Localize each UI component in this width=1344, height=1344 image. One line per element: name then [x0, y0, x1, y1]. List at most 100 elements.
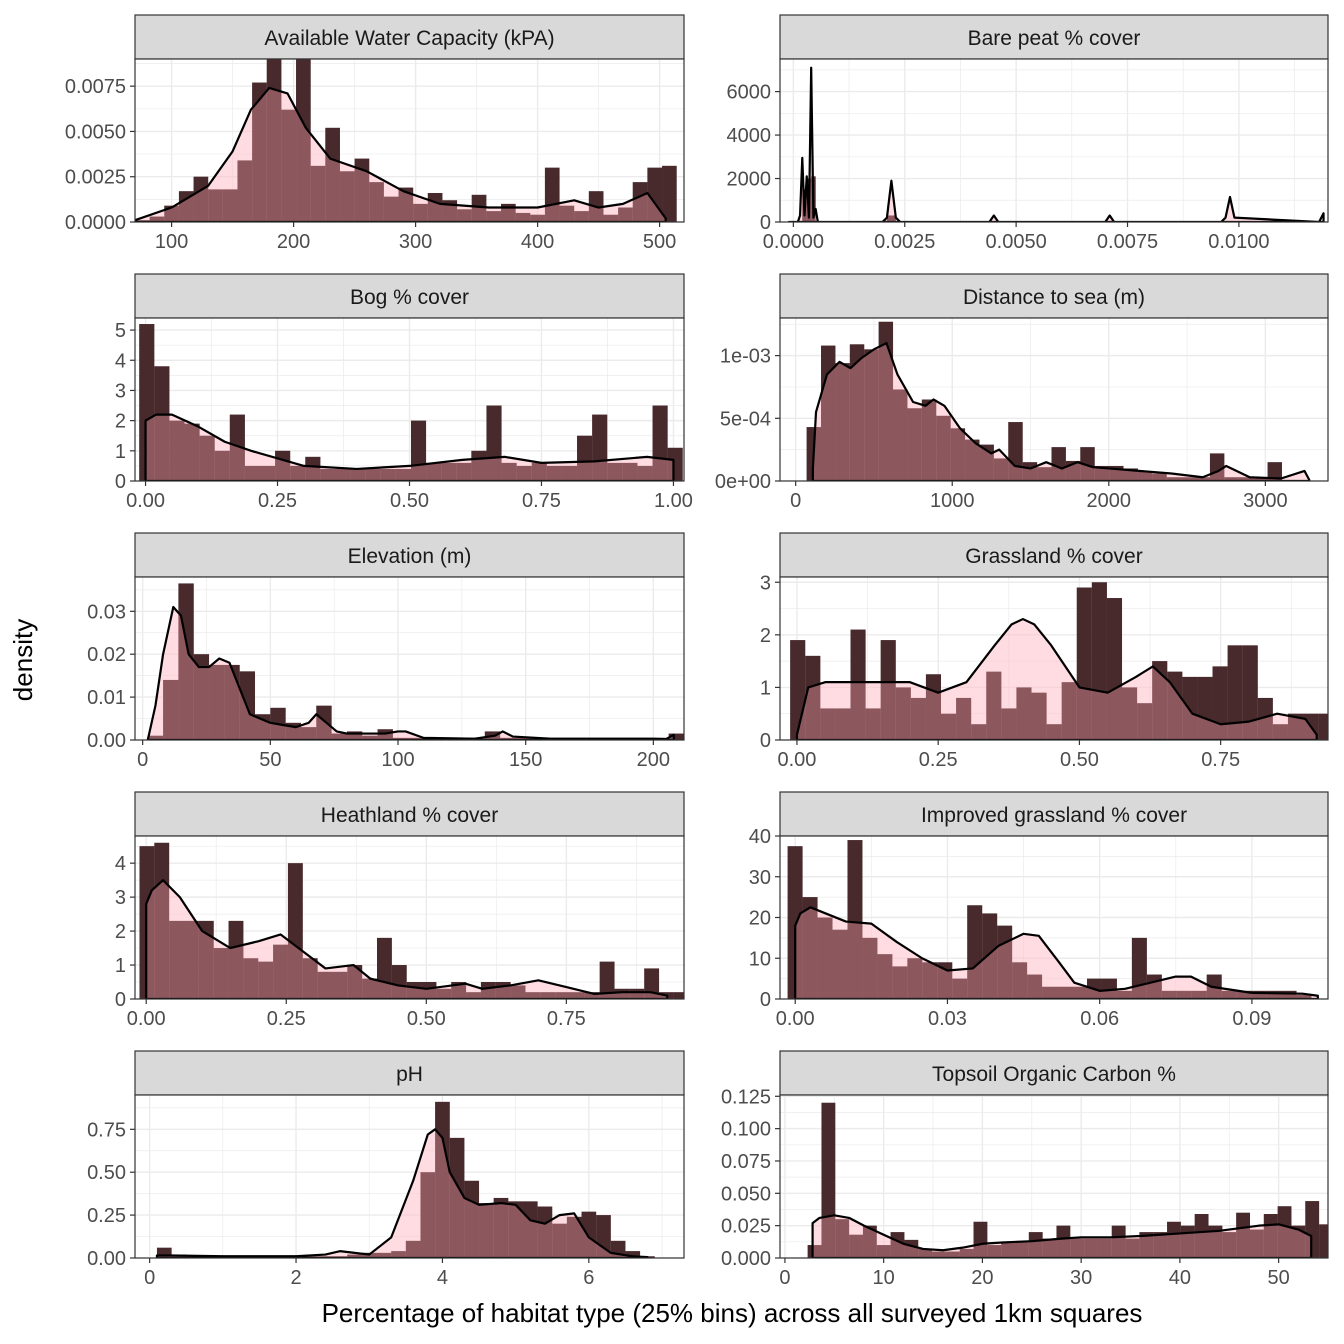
density-curve: [787, 66, 1325, 222]
histogram-bar: [1319, 1224, 1328, 1258]
histogram-bar: [599, 961, 615, 999]
y-tick-label: 0.0050: [65, 121, 126, 143]
y-tick-label: 30: [749, 867, 771, 889]
histogram-bar-overlay: [391, 965, 407, 999]
density-curve: [794, 906, 1319, 999]
x-tick-label: 3000: [1243, 490, 1288, 512]
x-tick-label: 30: [1070, 1267, 1092, 1289]
histogram-bar-overlay: [1296, 994, 1312, 999]
facet-panel: Available Water Capacity (kPA) 100 200 300 4…: [65, 14, 685, 253]
histogram-bar-overlay: [178, 583, 194, 740]
facet-title: Bog % cover: [350, 286, 469, 309]
y-tick-label: 3: [760, 572, 771, 594]
histogram-bar-overlay: [1139, 1232, 1154, 1258]
histogram-bar-overlay: [1137, 703, 1153, 740]
histogram-bar-overlay: [986, 671, 1002, 740]
histogram-bar-overlay: [877, 954, 893, 999]
histogram-bar-overlay: [339, 171, 355, 222]
density-area: [812, 343, 1310, 481]
x-tick-label: 0: [790, 490, 801, 512]
histogram-bar-overlay: [300, 727, 317, 740]
panel-border: [134, 1094, 685, 1259]
x-tick-label: 0.50: [1060, 749, 1099, 771]
histogram-bar-overlay: [1031, 692, 1047, 740]
histogram-bar-overlay: [214, 450, 230, 481]
density-area: [156, 1129, 648, 1258]
histogram-bar-overlay: [596, 1215, 611, 1258]
histogram-bar-overlay: [413, 203, 428, 222]
histogram-bar-overlay: [198, 920, 214, 999]
density-area: [145, 414, 674, 481]
panel-border: [134, 58, 685, 223]
histogram-bar: [1318, 713, 1328, 740]
histogram-bar-overlay: [184, 920, 199, 999]
panel-border: [779, 317, 1329, 482]
histogram-bar-overlay: [208, 189, 223, 222]
histogram-bar-overlay: [471, 450, 487, 481]
x-tick-label: 0: [144, 1267, 155, 1289]
histogram-bar-overlay: [1236, 1212, 1250, 1258]
histogram-bar-overlay: [1212, 666, 1228, 740]
histogram-bar-overlay: [1180, 1225, 1195, 1258]
histogram-bar-overlay: [876, 1245, 891, 1258]
histogram-bar-overlay: [1319, 1224, 1328, 1258]
histogram-bar-overlay: [501, 462, 517, 481]
histogram-bar-overlay: [410, 420, 427, 481]
facet-title: Bare peat % cover: [968, 27, 1141, 50]
histogram-bar-overlay: [193, 176, 209, 222]
density-layer: [787, 66, 1325, 222]
y-tick-label: 0.0025: [65, 167, 126, 189]
histogram-bar-overlay: [530, 214, 545, 222]
histogram-bar-overlay: [1057, 986, 1073, 999]
histogram-bar-overlay: [1167, 1221, 1181, 1258]
histogram-bar-overlay: [537, 1206, 553, 1258]
y-tick-label: 0.075: [721, 1151, 771, 1173]
histogram-bar-overlay: [1277, 1206, 1292, 1258]
histogram-bar-overlay: [1194, 1214, 1209, 1258]
histogram-bar-overlay: [821, 345, 836, 481]
histogram-bar-overlay: [486, 405, 502, 481]
histogram-bar-overlay: [997, 925, 1013, 999]
panel-background: [780, 59, 1328, 222]
histogram-bar-overlay: [1209, 453, 1225, 481]
y-tick-label: 5: [115, 320, 126, 342]
histogram-bar-overlay: [510, 985, 526, 999]
density-area: [135, 87, 666, 222]
x-tick-label: 0.00: [776, 1008, 815, 1030]
histogram-bar-overlay: [1208, 1225, 1223, 1258]
histogram-bar-overlay: [895, 687, 911, 740]
histogram-bar-overlay: [1131, 937, 1147, 999]
histogram-bar-overlay: [805, 655, 821, 740]
histogram-bar-overlay: [305, 456, 321, 481]
histogram-bar-overlay: [1224, 477, 1239, 481]
histogram-bar-overlay: [802, 897, 818, 999]
histogram-bar-overlay: [365, 468, 381, 481]
x-tick-label: 1.00: [654, 490, 693, 512]
x-tick-label: 0.0025: [874, 231, 935, 253]
histogram-bar-overlay: [178, 191, 194, 222]
histogram-bar-overlay: [1111, 1225, 1126, 1258]
x-tick-label: 300: [399, 231, 432, 253]
facet-title: pH: [396, 1063, 423, 1086]
facet-strip: [779, 791, 1329, 837]
y-tick-label: 0: [760, 730, 771, 752]
y-tick-label: 0.100: [721, 1119, 771, 1141]
histogram-bar-overlay: [667, 447, 683, 481]
density-layer: [139, 324, 683, 481]
histogram-bar-overlay: [865, 708, 881, 740]
histogram-bar-overlay: [1291, 1225, 1306, 1258]
x-tick-label: 200: [277, 231, 310, 253]
histogram-bar-overlay: [835, 363, 850, 481]
x-tick-label: 0.0000: [763, 231, 824, 253]
histogram-bar-overlay: [835, 708, 851, 740]
x-tick-label: 0.00: [126, 490, 165, 512]
density-layer: [787, 840, 1319, 999]
facet-title: Available Water Capacity (kPA): [264, 27, 554, 50]
x-tick-label: 0.0100: [1208, 231, 1269, 253]
histogram-bar-overlay: [405, 1240, 421, 1258]
x-tick-label: 100: [155, 231, 188, 253]
histogram-bar-overlay: [941, 713, 957, 740]
histogram-bar-overlay: [228, 920, 244, 999]
histogram-bar-overlay: [243, 958, 259, 999]
